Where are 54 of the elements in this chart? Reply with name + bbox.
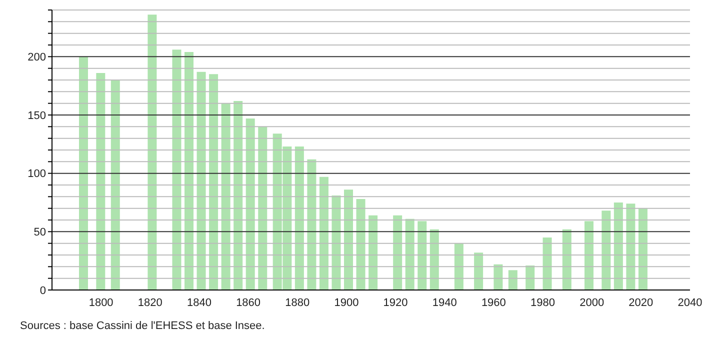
bar: [234, 101, 243, 290]
x-tick-label: 1940: [432, 296, 457, 309]
x-tick-label: 1980: [530, 296, 556, 309]
bar: [356, 199, 366, 290]
bar: [542, 238, 552, 290]
bar: [344, 190, 354, 290]
bar: [184, 52, 194, 290]
bar: [246, 118, 255, 290]
bar: [626, 204, 636, 290]
bar: [562, 229, 572, 290]
bar: [405, 218, 414, 290]
bar: [494, 264, 503, 290]
bar: [332, 196, 341, 290]
bar: [368, 215, 378, 290]
x-tick-label: 1960: [481, 296, 506, 309]
bar: [172, 50, 182, 290]
bar: [221, 103, 230, 290]
x-tick-label: 2020: [628, 296, 654, 309]
bar: [196, 72, 206, 290]
x-tick-label: 1860: [236, 296, 261, 309]
source-note: Sources : base Cassini de l'EHESS et base Insee.: [20, 320, 266, 332]
bar: [78, 56, 88, 290]
bar: [209, 74, 218, 290]
bar: [638, 208, 648, 290]
x-tick-label: 1920: [383, 296, 408, 309]
bar: [454, 243, 464, 290]
bar: [148, 14, 157, 290]
bar: [96, 73, 106, 290]
bar: [614, 202, 623, 290]
y-tick-label: 50: [34, 226, 46, 239]
x-tick-label: 2000: [580, 296, 604, 309]
bar: [584, 221, 594, 290]
bar: [508, 270, 518, 290]
x-tick-label: 1900: [334, 296, 359, 309]
x-tick-label: 1840: [186, 296, 212, 309]
bar: [430, 229, 439, 290]
bar: [294, 146, 304, 290]
x-tick-label: 1880: [285, 296, 310, 309]
bar: [526, 266, 535, 290]
bar: [418, 221, 427, 290]
bar: [110, 80, 120, 290]
bar: [307, 159, 316, 290]
y-tick-label: 200: [28, 52, 46, 64]
bar: [258, 126, 268, 290]
y-tick-label: 150: [28, 110, 46, 122]
x-tick-label: 2040: [678, 296, 702, 309]
bar: [474, 252, 484, 290]
bar: [319, 176, 328, 290]
y-tick-label: 0: [40, 284, 46, 297]
y-tick-label: 100: [28, 168, 46, 180]
x-tick-label: 1800: [88, 296, 114, 309]
x-tick-label: 1820: [138, 296, 162, 309]
bar: [393, 215, 402, 290]
bar: [602, 210, 611, 290]
